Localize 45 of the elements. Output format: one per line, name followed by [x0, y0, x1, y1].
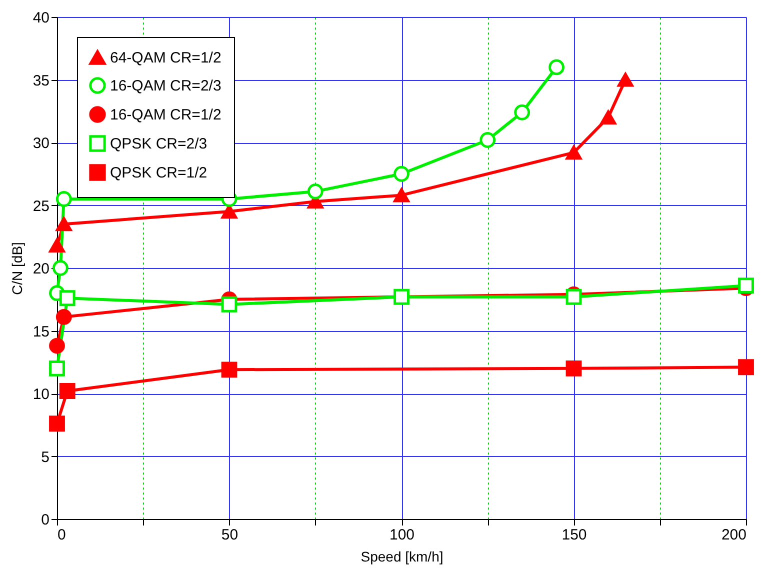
point: [59, 290, 76, 306]
x-tick-label: 50: [221, 526, 238, 544]
point: [394, 166, 410, 182]
legend-label: 16-QAM CR=1/2: [110, 106, 222, 124]
point: [49, 416, 65, 432]
y-tick-label: 25: [32, 198, 50, 215]
point: [307, 184, 324, 200]
legend-label: 16-QAM CR=2/3: [110, 78, 222, 94]
x-tick-label: 200: [721, 526, 746, 544]
point: [56, 217, 72, 232]
point: [566, 145, 582, 160]
x-axis-title: Speed [km/h]: [360, 548, 444, 564]
legend-label: QPSK CR=2/3: [110, 136, 208, 152]
point: [514, 104, 530, 120]
legend-label: 64-QAM CR=1/2: [110, 50, 222, 66]
y-tick-label: 35: [32, 72, 50, 90]
y-tick-label: 10: [32, 386, 50, 403]
x-tick-label: 100: [389, 526, 415, 544]
point: [49, 338, 65, 354]
point: [52, 260, 68, 276]
y-axis-title: C/N [dB]: [8, 242, 25, 295]
y-tick-label: 15: [32, 323, 50, 340]
point: [738, 359, 754, 376]
y-tick-label: 40: [32, 10, 50, 26]
point: [738, 278, 754, 294]
y-tick-label: 20: [32, 260, 50, 278]
y-tick-label: 0: [41, 512, 50, 528]
point: [566, 288, 582, 305]
point: [480, 132, 496, 148]
point: [221, 362, 238, 378]
point: [56, 309, 72, 325]
point: [617, 72, 634, 87]
point: [59, 383, 76, 399]
point: [600, 110, 616, 124]
y-tick-label: 5: [41, 448, 50, 466]
y-tick-label: 30: [32, 135, 50, 152]
point: [394, 288, 410, 305]
point: [49, 238, 65, 252]
point: [221, 296, 238, 312]
legend-label: QPSK CR=1/2: [110, 164, 208, 182]
x-tick-label: 0: [58, 526, 66, 544]
point: [394, 188, 410, 202]
x-tick-label: 150: [562, 526, 587, 544]
point: [566, 360, 582, 376]
point: [49, 360, 65, 376]
